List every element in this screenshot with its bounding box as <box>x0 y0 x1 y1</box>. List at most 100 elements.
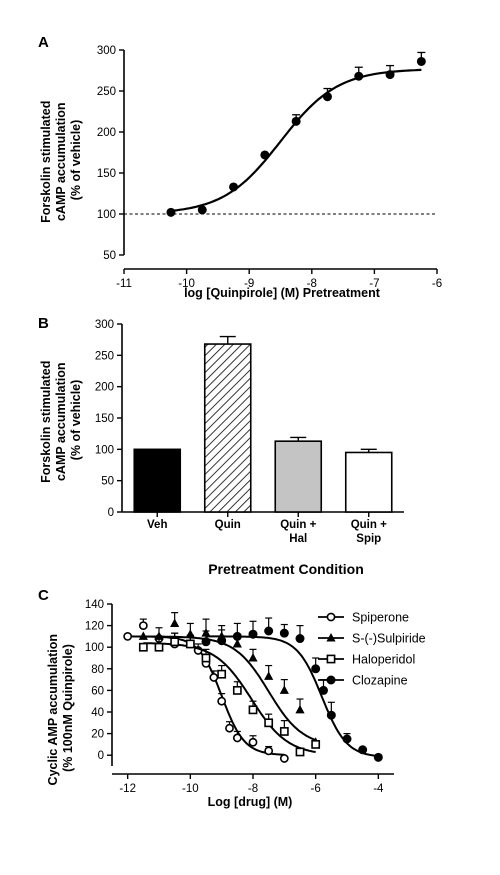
panel-c-ylabel: Cyclic AMP accumulation (% 100nM Quinpir… <box>46 631 75 786</box>
data-point <box>201 653 211 663</box>
y-tick-label: 100 <box>97 209 116 221</box>
data-point <box>260 150 270 160</box>
y-tick-label: 200 <box>97 127 116 139</box>
y-tick-label: 150 <box>95 413 114 425</box>
data-point <box>185 639 195 649</box>
data-point <box>295 747 305 757</box>
data-point <box>248 653 258 662</box>
data-point <box>248 737 258 747</box>
legend-marker <box>326 675 336 685</box>
panel-b-ylabel-line1: Forskolin stimulated <box>39 361 53 483</box>
data-point <box>232 631 242 641</box>
panel-b-label: B <box>38 315 49 332</box>
data-point <box>373 752 383 762</box>
panel-c-plot: 0 20 40 60 80 100 120 140 -12 -10 -8 -6 -4 <box>85 599 394 795</box>
legend-label: Spiperone <box>352 611 409 625</box>
x-tick-label: -6 <box>432 278 442 290</box>
y-tick-label: 250 <box>97 86 116 98</box>
data-point <box>279 754 289 763</box>
x-tick-label: -7 <box>369 278 379 290</box>
data-point <box>217 696 227 706</box>
legend-marker <box>326 612 336 622</box>
data-point <box>248 705 258 715</box>
data-point <box>225 723 234 733</box>
data-point <box>197 205 207 215</box>
data-point <box>291 116 301 126</box>
category-label: Quin + <box>351 519 387 531</box>
panel-a-ylabel-line2: cAMP accumulation <box>54 102 68 221</box>
panel-c: C Cyclic AMP accumulation (% 100nM Quinp… <box>38 587 426 809</box>
data-point <box>354 71 364 81</box>
x-tick-label: -8 <box>248 783 258 795</box>
panel-b-ylabel-line3: (% of vehicle) <box>69 380 83 461</box>
category-label: Quin + <box>280 519 316 531</box>
panel-c-ylabel-line2: (% 100nM Quinpirole) <box>61 644 75 772</box>
y-tick-label: 300 <box>95 319 114 331</box>
x-tick-label: -6 <box>311 783 321 795</box>
y-tick-label: 120 <box>85 621 104 633</box>
panel-c-label: C <box>38 587 49 604</box>
legend-label: S-(-)Sulpiride <box>352 632 426 646</box>
data-point <box>311 664 321 674</box>
data-point <box>138 631 148 640</box>
data-point <box>209 673 219 682</box>
panel-b-ylabel: Forskolin stimulated cAMP accumulation (… <box>39 357 83 483</box>
data-point <box>322 92 332 102</box>
data-point <box>279 685 289 694</box>
category-label: Spip <box>356 533 381 545</box>
y-tick-label: 100 <box>95 444 114 456</box>
category-label: Hal <box>289 533 307 545</box>
y-tick-label: 150 <box>97 168 116 180</box>
legend-marker <box>326 633 336 642</box>
data-point <box>326 710 336 720</box>
x-tick-label: -10 <box>178 278 195 290</box>
panel-a-ylabel-line3: (% of vehicle) <box>69 120 83 201</box>
data-point <box>385 70 395 80</box>
panel-a-ylabel: Forskolin stimulated cAMP accumulation (… <box>39 97 83 223</box>
legend-marker <box>326 654 336 664</box>
x-tick-label: -10 <box>182 783 199 795</box>
data-point <box>217 636 227 646</box>
category-label: Quin <box>215 519 241 531</box>
data-point <box>217 669 227 679</box>
data-point <box>264 671 274 680</box>
data-point <box>229 182 239 192</box>
y-tick-label: 140 <box>85 599 104 611</box>
x-tick-label: -4 <box>373 783 384 795</box>
bar <box>344 451 393 513</box>
data-point <box>232 733 242 743</box>
x-tick-label: -8 <box>307 278 317 290</box>
data-point <box>358 745 368 755</box>
panel-a-ylabel-line1: Forskolin stimulated <box>39 101 53 223</box>
x-tick-label: -9 <box>244 278 254 290</box>
data-point <box>138 621 148 630</box>
y-tick-label: 50 <box>101 476 114 488</box>
bar <box>274 440 323 513</box>
data-point <box>170 618 180 627</box>
panel-a-label: A <box>38 34 49 51</box>
panel-c-xlabel: Log [drug] (M) <box>208 795 293 809</box>
y-tick-label: 0 <box>98 750 104 762</box>
y-tick-label: 0 <box>108 507 114 519</box>
panel-a: A Forskolin stimulated cAMP accumulation… <box>38 34 442 300</box>
panel-a-xlabel: log [Quinpirole] (M) Pretreatment <box>184 286 381 300</box>
panel-a-plot: 50 100 150 200 250 300 -11 -10 -9 -8 -7 -6 <box>97 45 442 290</box>
y-tick-label: 250 <box>95 350 114 362</box>
y-tick-label: 60 <box>91 685 104 697</box>
data-point <box>201 637 211 647</box>
data-point <box>264 718 274 728</box>
y-tick-label: 40 <box>91 707 104 719</box>
data-point <box>154 642 164 652</box>
fit-curve <box>170 68 422 212</box>
data-point <box>123 632 133 641</box>
data-point <box>248 629 258 639</box>
data-point <box>295 704 305 714</box>
y-tick-label: 80 <box>91 664 104 676</box>
data-point <box>295 634 305 644</box>
data-point <box>319 685 328 695</box>
bar <box>133 448 182 513</box>
panel-b-plot: 0 50 100 150 200 250 300 Veh Quin Quin + Hal Quin +… <box>95 319 404 545</box>
data-point <box>166 207 176 217</box>
fit-curve-1 <box>143 635 317 741</box>
